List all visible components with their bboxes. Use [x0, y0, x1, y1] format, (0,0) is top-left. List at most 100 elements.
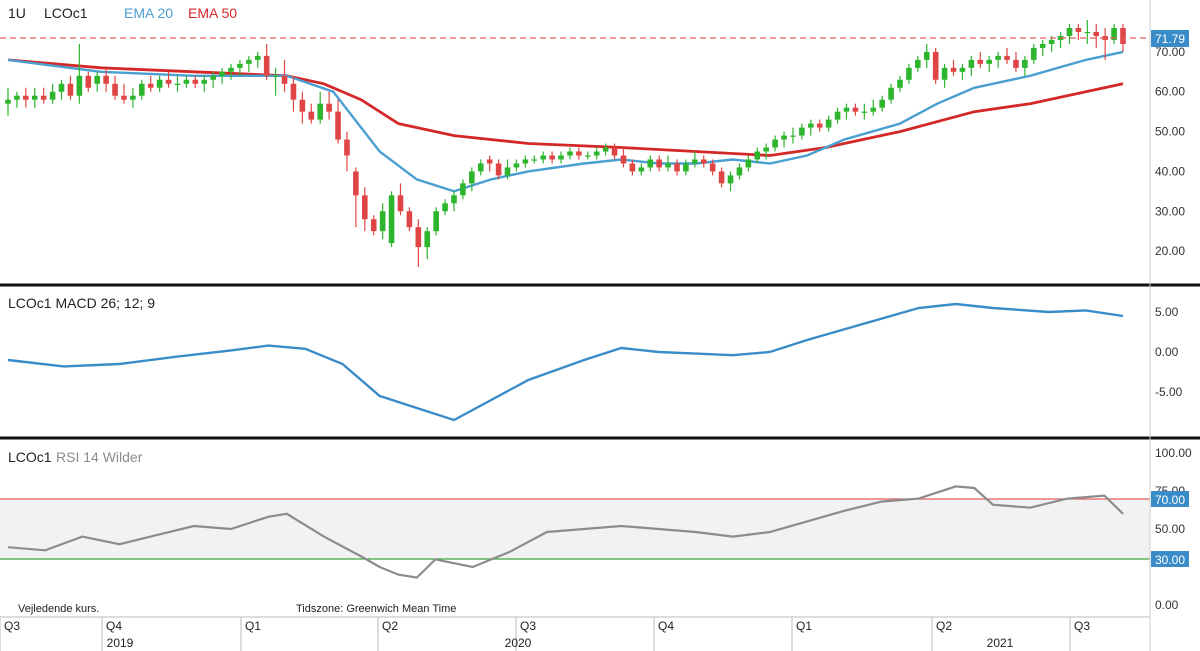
candle-body [272, 75, 279, 78]
candle-body [156, 79, 163, 88]
candle-body [94, 75, 100, 84]
candles [5, 20, 1126, 268]
macd-line [7, 302, 1124, 422]
price-tick-label: 60.00 [1155, 85, 1185, 99]
candle-body [201, 79, 208, 84]
candle-body [1013, 59, 1019, 68]
candle-body [540, 155, 546, 160]
candle-body [362, 195, 368, 220]
candle-body [40, 95, 47, 100]
candle-body [31, 95, 38, 100]
candle-body [219, 71, 225, 76]
quarter-label: Q3 [4, 619, 20, 633]
candle-body [246, 59, 252, 64]
last-price-badge [1151, 30, 1189, 47]
macd-tick-label: 0.00 [1155, 345, 1179, 359]
candle-body [799, 127, 805, 136]
candle-body [977, 59, 984, 64]
candle-body [147, 83, 154, 88]
quarter-label: Q2 [382, 619, 398, 633]
year-label: 2020 [505, 636, 532, 650]
candle-body [656, 159, 662, 168]
candle-body [486, 159, 493, 164]
candle-body [14, 95, 20, 100]
candle-body [843, 107, 850, 112]
candle-body [370, 219, 377, 232]
candle-body [727, 175, 734, 184]
candle-body [228, 67, 234, 72]
candle-body [388, 195, 395, 244]
candle-body [754, 151, 761, 160]
rsi-name: RSI 14 Wilder [56, 449, 143, 465]
candle-body [1039, 43, 1046, 48]
rsi-panel: LCOc1 RSI 14 Wilder 100.0075.0050.000.00… [0, 446, 1192, 612]
candle-body [254, 55, 261, 60]
candle-body [424, 231, 431, 248]
macd-tick-label: -5.00 [1155, 385, 1183, 399]
candle-body [709, 163, 716, 172]
candle-body [5, 99, 11, 104]
candle-body [85, 75, 92, 88]
candle-body [620, 155, 627, 164]
rsi-upper-label: 70.00 [1155, 493, 1185, 507]
candle-body [139, 83, 145, 96]
candle-body [1075, 28, 1082, 32]
candle-body [67, 83, 74, 96]
rsi-line [7, 485, 1124, 579]
rsi-lower-badge [1151, 551, 1189, 567]
quarter-label: Q4 [106, 619, 122, 633]
candle-body [870, 107, 877, 112]
candle-body [406, 211, 413, 228]
candle-body [674, 163, 680, 172]
candle-body [772, 139, 778, 148]
candle-body [888, 87, 894, 100]
candle-body [593, 151, 600, 156]
candle-body [602, 147, 609, 152]
candle-body [611, 147, 618, 156]
price-tick-label: 50.00 [1155, 125, 1185, 139]
candle-body [808, 123, 814, 128]
candle-body [531, 159, 538, 161]
candle-body [379, 211, 386, 232]
candle-body [736, 167, 743, 176]
candle-body [549, 155, 555, 160]
year-label: 2021 [987, 636, 1014, 650]
candle-body [567, 151, 573, 156]
candle-body [308, 111, 315, 120]
candle-body [469, 171, 475, 184]
candle-body [941, 67, 948, 80]
candle-body [781, 135, 787, 140]
candle-body [433, 211, 439, 232]
last-price-label: 71.79 [1155, 32, 1185, 46]
candle-body [1111, 28, 1117, 40]
candle-body [263, 55, 270, 76]
candle-body [585, 155, 591, 157]
candle-body [576, 151, 582, 156]
macd-label: LCOc1 MACD 26; 12; 9 [8, 295, 155, 311]
candle-body [130, 95, 136, 100]
candle-body [49, 91, 56, 100]
candle-body [825, 119, 832, 128]
rsi-upper-badge [1151, 491, 1189, 507]
price-tick-label: 30.00 [1155, 204, 1185, 218]
candle-body [986, 59, 992, 64]
ema20-line [7, 50, 1124, 193]
candle-body [906, 67, 912, 80]
candle-body [299, 99, 306, 112]
candle-body [629, 163, 636, 172]
candle-body [959, 67, 966, 72]
quarter-label: Q3 [1074, 619, 1090, 633]
candle-body [861, 111, 868, 113]
candle-body [460, 183, 466, 196]
candle-body [852, 107, 859, 112]
candle-body [415, 227, 422, 248]
price-tick-label: 40.00 [1155, 164, 1185, 178]
candle-body [638, 167, 645, 172]
quarter-label: Q1 [796, 619, 812, 633]
candle-body [1031, 47, 1037, 60]
macd-axis: 5.00 0.00 -5.00 [1155, 305, 1183, 399]
candle-body [897, 79, 903, 88]
footer: Vejledende kurs. Tidszone: Greenwich Mea… [0, 603, 1150, 651]
candle-body [1022, 59, 1028, 68]
